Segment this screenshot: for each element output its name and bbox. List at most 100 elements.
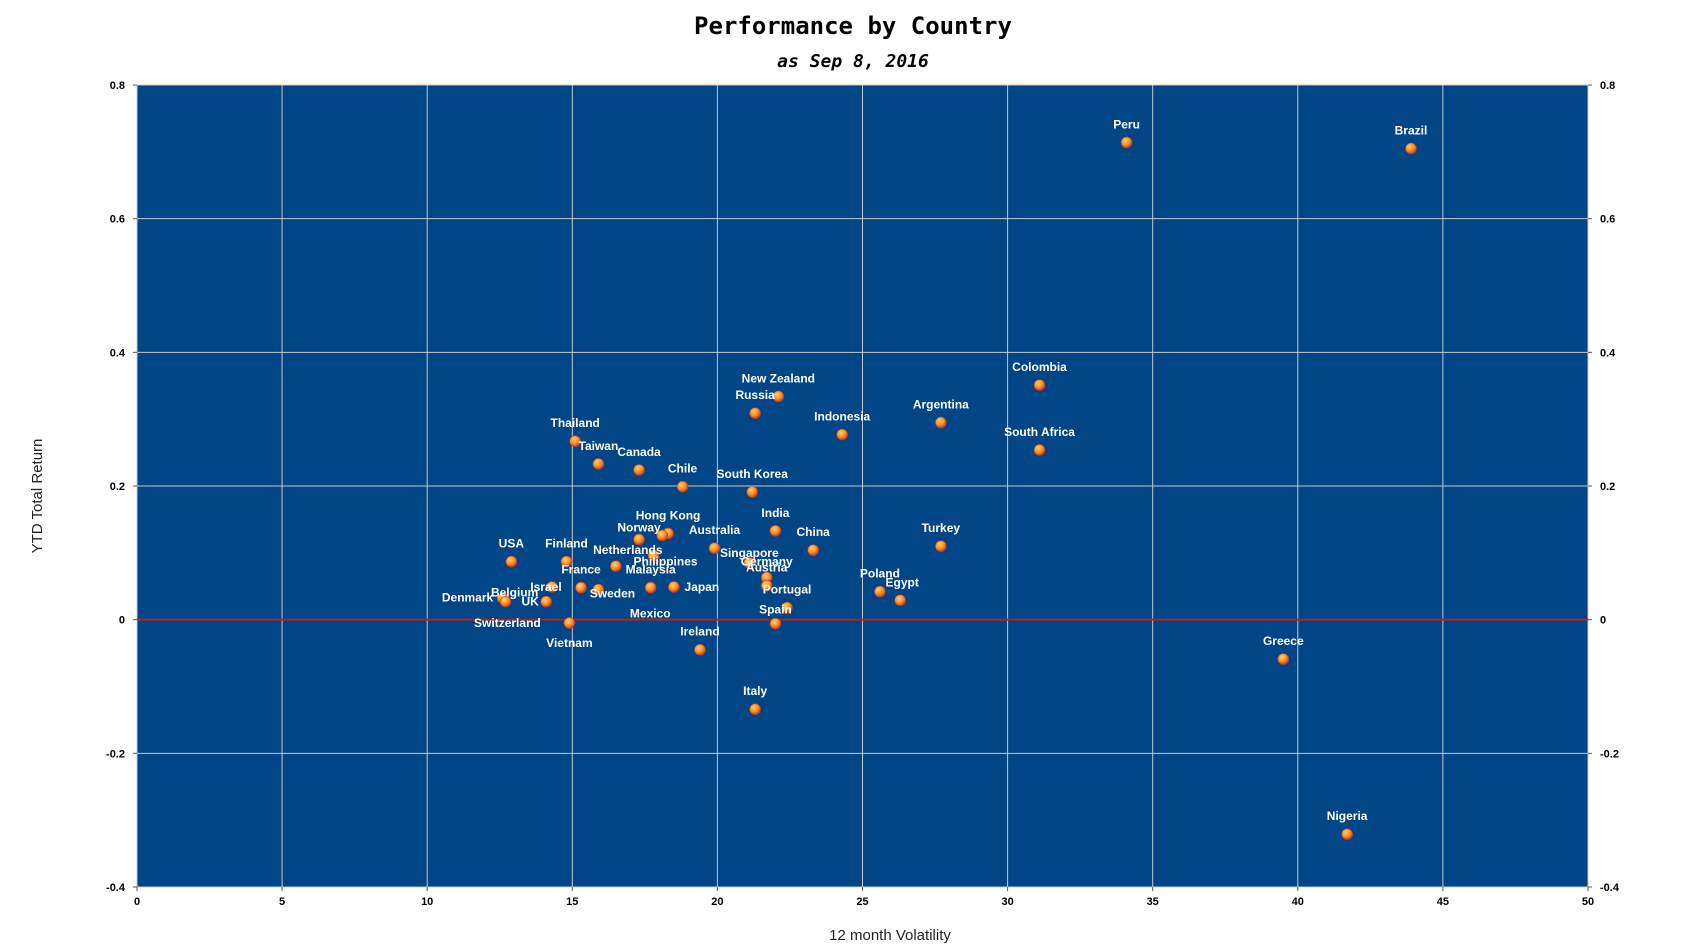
data-point-label: Belgium xyxy=(491,585,538,599)
data-point xyxy=(647,549,660,562)
data-point-label: India xyxy=(761,506,789,520)
y-axis-title: YTD Total Return xyxy=(29,439,46,554)
data-point xyxy=(708,542,721,554)
data-point-label: Turkey xyxy=(922,521,961,535)
data-point-label: Vietnam xyxy=(546,636,592,650)
data-point-label: Sweden xyxy=(590,587,635,601)
data-point-label: Austria xyxy=(746,561,788,575)
data-point-label: Japan xyxy=(685,580,720,594)
y-axis-ticks-left: -0.4 -0.2 0 0.2 0.4 0.6 0.8 xyxy=(106,80,137,894)
data-point-label: Canada xyxy=(617,445,661,459)
data-point xyxy=(569,435,582,448)
x-tick-label: 45 xyxy=(1437,896,1449,908)
data-point xyxy=(836,428,848,441)
data-point-label: Philippines xyxy=(634,555,698,569)
data-point-labels: Peru Brazil Colombia New Zealand Russia Argen… xyxy=(442,117,1427,823)
x-tick-label: 35 xyxy=(1147,896,1159,908)
data-point xyxy=(560,555,573,568)
data-point-label: France xyxy=(561,563,601,577)
data-point xyxy=(1120,136,1133,149)
y-tick-label-left: 0.6 xyxy=(110,214,125,226)
data-point xyxy=(1033,379,1046,391)
data-point xyxy=(935,540,947,552)
data-point xyxy=(610,560,622,573)
y-tick-label-right: 0.4 xyxy=(1600,347,1616,359)
data-point-label: China xyxy=(796,525,830,539)
data-point-label: Ireland xyxy=(680,625,719,639)
data-point-label: Greece xyxy=(1263,634,1304,648)
data-point xyxy=(592,458,605,470)
data-points xyxy=(496,136,1417,841)
data-point-label: Mexico xyxy=(630,606,671,620)
x-tick-label: 30 xyxy=(1001,896,1013,908)
data-point xyxy=(676,480,689,493)
data-point-label: Norway xyxy=(617,520,661,534)
data-point-label: Israel xyxy=(530,580,561,594)
x-axis-title: 12 month Volatility xyxy=(829,927,951,944)
data-point xyxy=(807,544,819,556)
data-point xyxy=(656,529,669,542)
data-point xyxy=(644,581,657,594)
data-point-label: Portugal xyxy=(763,583,812,597)
data-point-label: South Africa xyxy=(1004,425,1075,439)
data-point-label: Germany xyxy=(741,555,793,569)
y-tick-label-left: 0.8 xyxy=(110,80,125,92)
data-point-label: USA xyxy=(499,537,525,551)
chart-subtitle: as Sep 8, 2016 xyxy=(777,51,929,72)
data-point xyxy=(1341,828,1353,841)
data-point-label: Egypt xyxy=(886,575,919,589)
data-point-label: Malaysia xyxy=(626,563,676,577)
data-point xyxy=(746,486,759,498)
data-point xyxy=(563,617,576,629)
data-point xyxy=(743,557,756,569)
data-point xyxy=(894,594,907,607)
data-point xyxy=(760,579,773,592)
data-point-label: Poland xyxy=(860,567,900,581)
data-point xyxy=(540,595,552,608)
data-point xyxy=(633,533,645,546)
data-point xyxy=(668,581,680,593)
data-point xyxy=(781,601,793,614)
x-tick-label: 5 xyxy=(279,896,285,908)
data-point-label: Nigeria xyxy=(1327,809,1368,823)
data-point-label: Denmark xyxy=(442,591,494,605)
x-tick-label: 50 xyxy=(1582,896,1594,908)
x-tick-label: 25 xyxy=(856,896,868,908)
y-tick-label-right: 0 xyxy=(1600,615,1606,627)
y-tick-label-left: 0.4 xyxy=(110,347,126,359)
data-point xyxy=(1405,142,1417,155)
data-point xyxy=(769,617,782,630)
y-tick-label-right: 0.2 xyxy=(1600,481,1615,493)
data-point-label: Russia xyxy=(735,388,775,402)
data-point-label: Chile xyxy=(668,462,698,476)
data-point xyxy=(499,595,512,608)
data-point xyxy=(1033,444,1046,456)
x-tick-label: 0 xyxy=(134,896,140,908)
y-tick-label-right: 0.6 xyxy=(1600,214,1615,226)
data-point-label: Taiwan xyxy=(579,439,619,453)
x-tick-label: 40 xyxy=(1292,896,1304,908)
y-tick-label-right: 0.8 xyxy=(1600,80,1615,92)
data-point-label: Switzerland xyxy=(474,616,541,630)
data-point-label: Italy xyxy=(743,684,767,698)
data-point-label: Indonesia xyxy=(814,410,870,424)
data-point-label: South Korea xyxy=(717,467,789,481)
y-tick-label-right: -0.4 xyxy=(1600,882,1620,894)
data-point-label: Spain xyxy=(759,603,792,617)
data-point-label: UK xyxy=(522,595,540,609)
x-tick-label: 20 xyxy=(711,896,723,908)
data-point-label: Thailand xyxy=(551,416,600,430)
data-point xyxy=(935,416,947,429)
data-point xyxy=(575,581,587,594)
data-point-label: Finland xyxy=(545,537,588,551)
x-tick-label: 15 xyxy=(566,896,578,908)
data-point xyxy=(505,555,518,568)
data-point xyxy=(592,583,605,596)
y-tick-label-right: -0.2 xyxy=(1600,748,1619,760)
data-point-label: Australia xyxy=(689,523,741,537)
data-point-label: New Zealand xyxy=(742,371,815,385)
data-point xyxy=(633,464,645,476)
x-tick-label: 10 xyxy=(421,896,433,908)
y-axis-ticks-right: -0.4 -0.2 0 0.2 0.4 0.6 0.8 xyxy=(1588,80,1620,894)
